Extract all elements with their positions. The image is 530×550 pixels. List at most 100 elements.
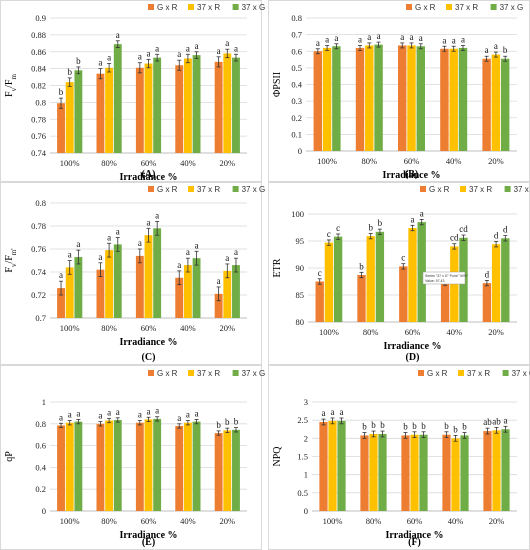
y-axis-title: ΦPSII: [272, 72, 283, 97]
y-tick-label: 0.8: [35, 419, 46, 429]
bar: [145, 419, 153, 511]
significance-letter: a: [138, 410, 142, 420]
x-tick-label: 40%: [447, 327, 463, 337]
y-tick-label: 1: [42, 397, 46, 407]
bar: [184, 59, 192, 154]
significance-letter: a: [98, 58, 102, 68]
bar: [483, 431, 491, 511]
y-tick-label: 0.4: [291, 80, 302, 90]
bar: [334, 237, 342, 322]
y-tick-label: 0.86: [31, 47, 46, 57]
x-tick-label: 60%: [141, 516, 157, 526]
y-tick-label: 0.78: [31, 221, 46, 231]
bar: [483, 283, 491, 322]
significance-letter: a: [234, 247, 238, 257]
bar: [153, 228, 161, 318]
significance-letter: a: [358, 34, 362, 44]
y-tick-label: 0.76: [31, 131, 46, 141]
significance-letter: d: [494, 231, 499, 241]
legend-swatch: [458, 370, 464, 376]
significance-letter: a: [155, 210, 159, 220]
significance-letter: b: [359, 261, 364, 271]
bar: [419, 435, 427, 511]
bar: [449, 49, 457, 151]
bar: [356, 48, 364, 151]
significance-letter: a: [186, 247, 190, 257]
significance-letter: a: [195, 41, 199, 51]
significance-letter: b: [234, 417, 239, 427]
significance-letter: b: [380, 420, 385, 430]
y-tick-label: 0.2: [291, 113, 302, 123]
legend-label: 37 x R: [455, 3, 478, 12]
y-tick-label: 0.2: [35, 484, 46, 494]
bar: [145, 235, 153, 318]
bar: [96, 74, 104, 153]
x-axis-title: Irradiance %: [119, 337, 177, 348]
bar: [459, 48, 467, 151]
bar: [401, 435, 409, 511]
significance-letter: a: [367, 32, 371, 42]
x-tick-label: 40%: [180, 158, 196, 168]
chart-svg: 0.740.760.780.80.820.840.860.880.9bbb100…: [0, 0, 262, 182]
y-axis-title: Fv/Fm': [4, 248, 18, 272]
bar: [408, 228, 416, 322]
significance-letter: a: [420, 208, 424, 218]
bar: [114, 244, 122, 318]
significance-letter: b: [225, 417, 230, 427]
y-tick-label: 0.78: [31, 114, 46, 124]
bar: [136, 423, 144, 511]
y-axis-title: Fv/Fm: [4, 74, 18, 97]
significance-letter: a: [485, 45, 489, 55]
x-tick-label: 60%: [141, 158, 157, 168]
y-tick-label: 0.4: [35, 462, 46, 472]
bar: [184, 265, 192, 318]
panel-c: 0.7 0.72 0.74 0.76 0.78 0.8 a a a 100% a a a 80% a a a 60…: [0, 182, 262, 365]
legend-swatch: [460, 186, 466, 192]
significance-letter: a: [76, 408, 80, 418]
bar: [337, 421, 345, 511]
bar: [367, 236, 375, 322]
bar: [410, 435, 418, 511]
x-tick-label: 40%: [448, 516, 464, 526]
significance-letter: ab: [483, 417, 492, 427]
y-tick-label: 0.6: [291, 46, 302, 56]
significance-letter: a: [217, 46, 221, 56]
x-tick-label: 20%: [220, 323, 236, 333]
significance-letter: b: [503, 45, 508, 55]
x-tick-label: 60%: [407, 516, 423, 526]
legend-swatch: [505, 186, 511, 192]
bar: [74, 70, 82, 153]
bar: [136, 68, 144, 153]
x-tick-label: 60%: [405, 327, 421, 337]
x-tick-label: 100%: [323, 516, 343, 526]
significance-letter: a: [147, 217, 151, 227]
significance-letter: a: [138, 238, 142, 248]
legend-swatch: [148, 370, 154, 376]
bar: [314, 51, 322, 151]
legend-swatch: [148, 4, 154, 10]
significance-letter: b: [76, 56, 81, 66]
bar: [357, 275, 365, 322]
bar: [492, 244, 500, 322]
chart-svg: 00.20.40.60.81a a a100%a a a80%a a a60%a a a40%b…: [0, 365, 262, 550]
significance-letter: a: [98, 411, 102, 421]
bar: [66, 423, 74, 511]
significance-letter: cd: [450, 233, 459, 243]
legend-label: 37 x G: [242, 3, 266, 12]
y-tick-label: 0.3: [291, 96, 302, 106]
legend-label: 37 x G: [512, 369, 530, 378]
y-axis-title: NPQ: [272, 446, 283, 467]
bar: [175, 65, 183, 153]
bar: [114, 44, 122, 153]
significance-letter: c: [327, 229, 331, 239]
significance-letter: a: [331, 407, 335, 417]
bar: [501, 238, 509, 322]
significance-letter: a: [177, 49, 181, 59]
significance-letter: a: [442, 35, 446, 45]
legend-label: G x R: [157, 369, 178, 378]
bar: [398, 45, 406, 151]
bar: [105, 250, 113, 318]
x-tick-label: 80%: [101, 516, 117, 526]
legend-swatch: [188, 186, 194, 192]
significance-letter: a: [411, 214, 415, 224]
